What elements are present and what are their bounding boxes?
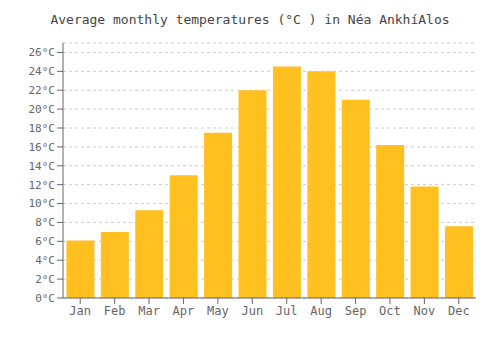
svg-text:16°C: 16°C (29, 141, 56, 154)
svg-text:6°C: 6°C (35, 235, 55, 248)
svg-text:22°C: 22°C (29, 84, 56, 97)
svg-text:Jul: Jul (276, 304, 298, 318)
svg-text:Apr: Apr (173, 304, 195, 318)
svg-text:Mar: Mar (138, 304, 160, 318)
svg-text:0°C: 0°C (35, 292, 55, 305)
svg-text:26°C: 26°C (29, 46, 56, 59)
html-text:Average monthly temperatures (: Average monthly temperatures (°C ) in Né… (50, 12, 450, 27)
svg-text:2°C: 2°C (35, 273, 55, 286)
svg-text:Nov: Nov (414, 304, 436, 318)
svg-text:Jan: Jan (69, 304, 91, 318)
svg-text:18°C: 18°C (29, 122, 56, 135)
svg-text:Aug: Aug (310, 304, 332, 318)
svg-text:4°C: 4°C (35, 254, 55, 267)
svg-text:May: May (207, 304, 229, 318)
svg-text:14°C: 14°C (29, 160, 56, 173)
svg-text:Sep: Sep (345, 304, 367, 318)
svg-text:10°C: 10°C (29, 197, 56, 210)
svg-text:Feb: Feb (104, 304, 126, 318)
svg-text:12°C: 12°C (29, 179, 56, 192)
svg-text:8°C: 8°C (35, 216, 55, 229)
svg-text:Jun: Jun (241, 304, 263, 318)
svg-text:20°C: 20°C (29, 103, 56, 116)
svg-text:24°C: 24°C (29, 65, 56, 78)
svg-text:Oct: Oct (379, 304, 401, 318)
svg-text:Dec: Dec (448, 304, 470, 318)
